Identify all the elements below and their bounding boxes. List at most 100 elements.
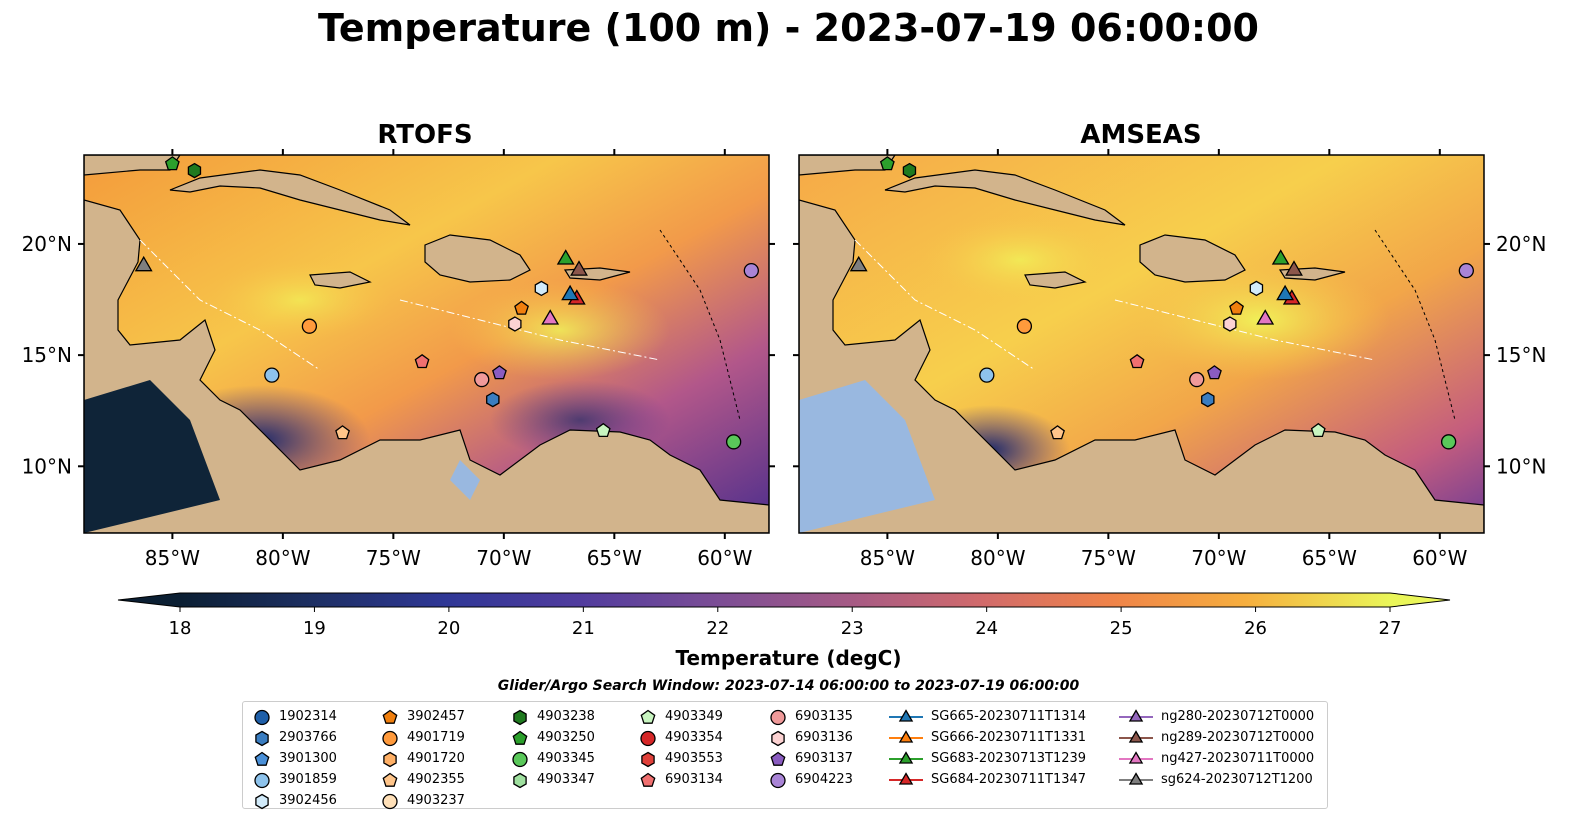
legend-marker-icon <box>1119 750 1153 764</box>
colorbar-tick-label: 24 <box>975 618 998 639</box>
legend-item: SG683-20230713T1239 <box>889 748 1086 769</box>
rtofs-marker-4903345 <box>725 434 742 450</box>
amseas-marker-4903238 <box>902 162 917 179</box>
legend-marker-icon <box>513 709 527 725</box>
legend-marker-circle <box>770 772 786 788</box>
lat-tick-label: 10°N <box>1496 454 1546 478</box>
legend-marker-pentagon <box>640 772 656 787</box>
lon-tick-label: 60°W <box>1412 546 1467 570</box>
legend-item: ng427-20230711T0000 <box>1119 748 1314 769</box>
amseas-marker-6903134 <box>1129 353 1145 369</box>
rtofs-marker-4902355 <box>335 425 350 440</box>
lon-tick-label: 65°W <box>587 546 642 570</box>
rtofs-marker-SG665-20230711T1314 <box>561 284 580 301</box>
rtofs-eez-boundary-2 <box>399 299 661 361</box>
legend-marker-icon <box>254 772 270 788</box>
legend-label: 4903345 <box>537 751 595 766</box>
amseas-marker-4902355 <box>1050 425 1065 440</box>
colorbar-tick-label: 18 <box>169 618 192 639</box>
legend-marker-icon <box>512 730 528 745</box>
legend-marker-triangle <box>898 708 914 722</box>
amseas-marker-4903250 <box>879 156 895 171</box>
legend-column: 4903238 4903250 4903345 4903347 <box>511 706 595 790</box>
legend-marker-icon <box>1119 729 1153 743</box>
legend-label: 2903766 <box>279 730 337 745</box>
legend-item: 4902355 <box>381 769 465 790</box>
legend-label: 6903134 <box>665 772 723 787</box>
amseas-marker-ng427-20230711T0000 <box>1256 309 1275 325</box>
lon-tick-label: 75°W <box>1081 546 1136 570</box>
legend-column: 3902457 4901719 4901720 4902355 4903237 <box>381 706 465 811</box>
lat-tick-label: 20°N <box>22 232 72 256</box>
legend-item: 4903553 <box>639 748 723 769</box>
legend-marker-pentagon <box>640 709 656 724</box>
amseas-marker-3902457 <box>1229 300 1244 315</box>
lat-tick-label: 20°N <box>1496 232 1546 256</box>
legend-label: 4903237 <box>407 793 465 808</box>
legend-marker-icon <box>1119 708 1153 722</box>
legend-marker-icon <box>889 750 923 764</box>
legend-item: sg624-20230712T1200 <box>1119 769 1314 790</box>
legend-marker-circle <box>382 730 398 746</box>
amseas-isobath <box>1374 229 1456 421</box>
legend-label: SG683-20230713T1239 <box>931 751 1087 766</box>
legend-marker-icon <box>255 793 269 809</box>
legend-label: 4902355 <box>407 772 465 787</box>
amseas-marker-3901859 <box>979 367 995 383</box>
colorbar-tick-label: 19 <box>303 618 326 639</box>
legend-marker-hexagon <box>641 751 655 767</box>
legend-label: SG666-20230711T1331 <box>931 730 1087 745</box>
legend-marker-hexagon <box>255 793 269 809</box>
legend-column: ng280-20230712T0000 ng289-20230712T0000 ng… <box>1119 706 1314 790</box>
panel-title-rtofs: RTOFS <box>377 120 473 150</box>
legend-item: 6903134 <box>639 769 723 790</box>
legend-marker-icon <box>640 772 656 787</box>
colorbar-tick-label: 20 <box>437 618 460 639</box>
lon-tick-label: 60°W <box>697 546 752 570</box>
legend-label: 4903250 <box>537 730 595 745</box>
legend-item: SG666-20230711T1331 <box>889 727 1086 748</box>
legend-item: 3902457 <box>381 706 465 727</box>
legend-label: 4901719 <box>407 730 465 745</box>
amseas-marker-4903345 <box>1440 434 1457 450</box>
amseas-eez-boundary <box>854 239 1036 371</box>
legend-marker-triangle <box>898 750 914 764</box>
amseas-marker-6903136 <box>1223 316 1237 332</box>
panel-title-amseas: AMSEAS <box>1080 120 1202 150</box>
legend-marker-icon <box>1119 771 1153 785</box>
legend-marker-icon <box>382 709 398 724</box>
legend-item: 1902314 <box>253 706 337 727</box>
legend-marker-icon <box>889 771 923 785</box>
legend-marker-icon <box>640 730 656 746</box>
legend-label: 4903238 <box>537 709 595 724</box>
legend-item: 4903238 <box>511 706 595 727</box>
legend-marker-pentagon <box>382 772 398 787</box>
legend-marker-icon <box>770 751 786 766</box>
legend-label: 3902456 <box>279 793 337 808</box>
lon-tick-label: 85°W <box>860 546 915 570</box>
colorbar-tick-label: 25 <box>1110 618 1133 639</box>
legend-label: 6903135 <box>795 709 853 724</box>
legend-marker-icon <box>382 793 398 809</box>
rtofs-marker-ng289-20230712T0000 <box>570 260 588 276</box>
legend-title: Glider/Argo Search Window: 2023-07-14 06… <box>497 678 1080 694</box>
legend-item: 6904223 <box>769 769 853 790</box>
amseas-land <box>799 155 1484 533</box>
rtofs-marker-6903136 <box>508 316 522 332</box>
legend-marker-triangle <box>1128 750 1144 764</box>
legend-label: 4903349 <box>665 709 723 724</box>
legend-column: 6903135 6903136 6903137 6904223 <box>769 706 853 790</box>
legend-marker-hexagon <box>255 730 269 746</box>
figure-title: Temperature (100 m) - 2023-07-19 06:00:0… <box>317 6 1259 50</box>
colorbar-tick-label: 27 <box>1379 618 1402 639</box>
legend-item: 6903137 <box>769 748 853 769</box>
lat-tick-label: 15°N <box>1496 343 1546 367</box>
amseas-marker-4903349 <box>1310 422 1326 438</box>
legend-marker-icon <box>382 730 398 746</box>
rtofs-map <box>84 155 769 533</box>
lat-tick-label: 10°N <box>22 454 72 478</box>
colorbar-tick-label: 21 <box>572 618 595 639</box>
legend-marker-icon <box>771 730 785 746</box>
colorbar: 18 19 20 21 22 23 24 25 26 27 <box>117 592 1451 639</box>
